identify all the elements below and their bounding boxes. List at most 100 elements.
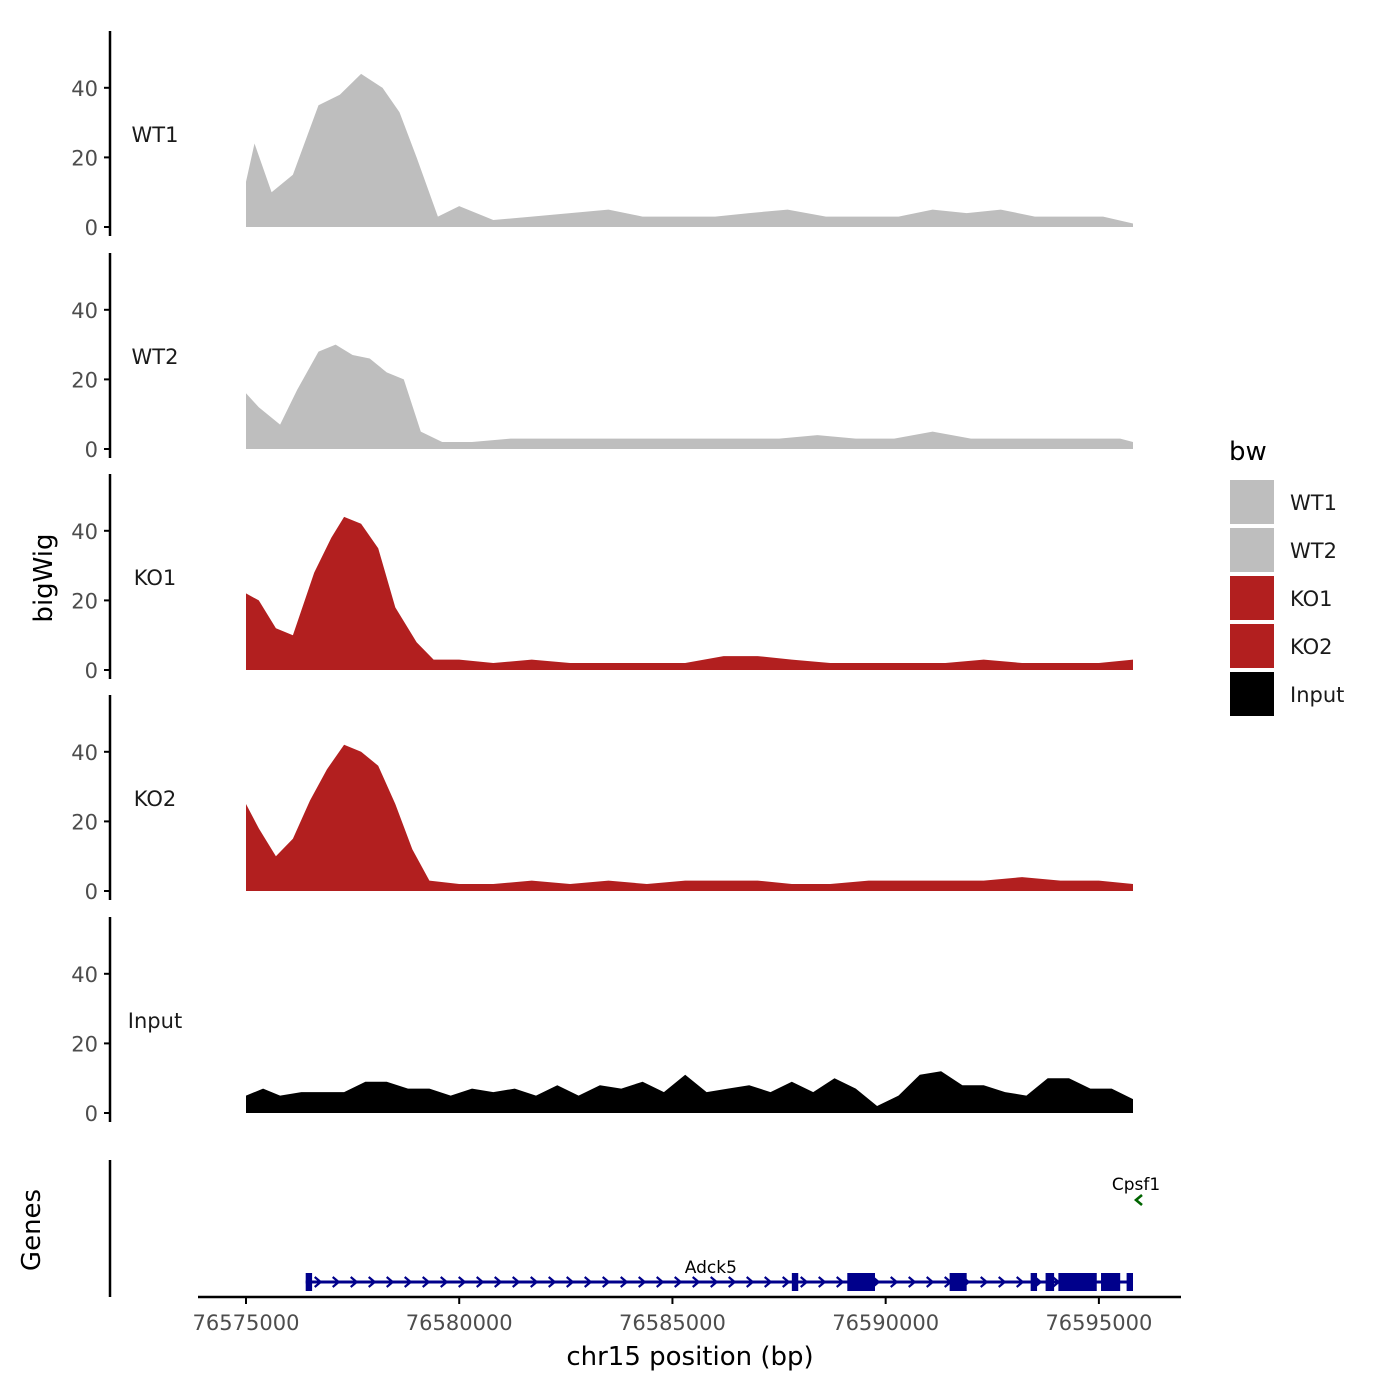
y-tick-label: 20 bbox=[71, 368, 98, 392]
x-tick-label: 76575000 bbox=[193, 1311, 300, 1335]
strand-arrow bbox=[745, 1276, 755, 1288]
gene-models: Adck5 Cpsf1 bbox=[305, 1175, 1160, 1291]
y-tick-label: 40 bbox=[71, 520, 98, 544]
track-ko1: 0 20 40 KO1 bbox=[71, 474, 1133, 683]
strand-arrow bbox=[565, 1276, 575, 1288]
legend-swatch bbox=[1230, 672, 1274, 716]
track-wt2: 0 20 40 WT2 bbox=[71, 253, 1133, 462]
strand-arrow bbox=[997, 1276, 1007, 1288]
strand-arrow bbox=[619, 1276, 629, 1288]
strand-arrow bbox=[799, 1276, 809, 1288]
series-area-ko2 bbox=[246, 744, 1133, 891]
strand-arrow bbox=[367, 1276, 377, 1288]
strand-arrow bbox=[691, 1276, 701, 1288]
track-label: Input bbox=[128, 1009, 182, 1033]
strand-arrow bbox=[763, 1276, 773, 1288]
legend: bw WT1 WT2 KO1 KO2 Input bbox=[1229, 437, 1344, 716]
strand-arrow bbox=[529, 1276, 539, 1288]
strand-arrow bbox=[439, 1276, 449, 1288]
strand-arrow bbox=[727, 1276, 737, 1288]
strand-arrow bbox=[637, 1276, 647, 1288]
exon bbox=[1101, 1273, 1121, 1291]
strand-arrow bbox=[817, 1276, 827, 1288]
x-axis: 76575000 76580000 76585000 76590000 76595000… bbox=[193, 1295, 1181, 1372]
y-tick-label: 20 bbox=[71, 146, 98, 170]
strand-arrow bbox=[889, 1276, 899, 1288]
legend-label: Input bbox=[1290, 683, 1344, 707]
gene-label: Cpsf1 bbox=[1112, 1175, 1160, 1195]
legend-swatch bbox=[1230, 624, 1274, 668]
strand-arrow bbox=[403, 1276, 413, 1288]
y-tick-label: 0 bbox=[85, 438, 98, 462]
legend-label: KO1 bbox=[1290, 587, 1333, 611]
strand-arrow bbox=[781, 1276, 791, 1288]
y-tick-label: 40 bbox=[71, 299, 98, 323]
y-tick-label: 0 bbox=[85, 659, 98, 683]
series-area-wt2 bbox=[246, 344, 1133, 449]
strand-arrow bbox=[835, 1276, 845, 1288]
legend-entries: WT1 WT2 KO1 KO2 Input bbox=[1230, 480, 1344, 716]
tracks: 0 20 40 WT1 0 20 40 WT2 0 20 40 KO1 0 20 40 KO2 0 20 40 Inp… bbox=[71, 31, 1133, 1126]
y-axis-title: bigWig bbox=[29, 533, 59, 622]
strand-arrow bbox=[331, 1276, 341, 1288]
legend-title: bw bbox=[1229, 437, 1267, 467]
gene-cpsf1: Cpsf1 bbox=[1112, 1175, 1160, 1206]
genes-panel-label: Genes bbox=[17, 1189, 47, 1271]
strand-arrow bbox=[493, 1276, 503, 1288]
exon bbox=[1058, 1273, 1097, 1291]
legend-swatch bbox=[1230, 576, 1274, 620]
track-label: KO1 bbox=[134, 566, 177, 590]
strand-arrow bbox=[475, 1276, 485, 1288]
gene-label: Adck5 bbox=[685, 1258, 737, 1278]
legend-entry-ko1: KO1 bbox=[1230, 576, 1333, 620]
x-tick-label: 76595000 bbox=[1045, 1311, 1152, 1335]
exon bbox=[1045, 1273, 1055, 1291]
x-tick-label: 76585000 bbox=[619, 1311, 726, 1335]
legend-label: WT2 bbox=[1290, 539, 1337, 563]
y-tick-label: 0 bbox=[85, 216, 98, 240]
exon bbox=[791, 1273, 799, 1291]
y-tick-label: 40 bbox=[71, 963, 98, 987]
strand-arrow bbox=[655, 1276, 665, 1288]
strand-arrow bbox=[349, 1276, 359, 1288]
exon bbox=[847, 1273, 876, 1291]
track-label: KO2 bbox=[134, 787, 177, 811]
y-tick-label: 0 bbox=[85, 1102, 98, 1126]
genes-panel: Genes Adck5 Cpsf1 bbox=[17, 1160, 1160, 1297]
series-area-ko1 bbox=[246, 516, 1133, 670]
strand-arrow bbox=[385, 1276, 395, 1288]
gene-adck5: Adck5 bbox=[305, 1258, 1133, 1291]
exon bbox=[1126, 1273, 1133, 1291]
strand-arrow bbox=[1015, 1276, 1025, 1288]
y-tick-label: 40 bbox=[71, 77, 98, 101]
strand-arrow bbox=[673, 1276, 683, 1288]
track-ko2: 0 20 40 KO2 bbox=[71, 695, 1133, 904]
x-ticks: 76575000 76580000 76585000 76590000 76595000 bbox=[193, 1297, 1152, 1335]
series-area-input bbox=[246, 1071, 1133, 1113]
legend-swatch bbox=[1230, 480, 1274, 524]
strand-arrow bbox=[421, 1276, 431, 1288]
exon bbox=[1030, 1273, 1038, 1291]
legend-label: KO2 bbox=[1290, 635, 1333, 659]
x-tick-label: 76590000 bbox=[832, 1311, 939, 1335]
exon bbox=[305, 1273, 313, 1291]
y-tick-label: 40 bbox=[71, 741, 98, 765]
strand-arrow bbox=[979, 1276, 989, 1288]
strand-arrow bbox=[709, 1276, 719, 1288]
y-tick-label: 20 bbox=[71, 1032, 98, 1056]
legend-entry-input: Input bbox=[1230, 672, 1344, 716]
y-tick-label: 20 bbox=[71, 589, 98, 613]
y-tick-label: 0 bbox=[85, 880, 98, 904]
strand-arrow bbox=[583, 1276, 593, 1288]
legend-entry-wt2: WT2 bbox=[1230, 528, 1337, 572]
track-label: WT1 bbox=[132, 123, 179, 147]
series-area-wt1 bbox=[246, 73, 1133, 228]
track-label: WT2 bbox=[132, 345, 179, 369]
track-input: 0 20 40 Input bbox=[71, 917, 1133, 1126]
strand-arrow bbox=[511, 1276, 521, 1288]
strand-arrow bbox=[457, 1276, 467, 1288]
strand-arrow bbox=[547, 1276, 557, 1288]
legend-swatch bbox=[1230, 528, 1274, 572]
legend-entry-ko2: KO2 bbox=[1230, 624, 1333, 668]
